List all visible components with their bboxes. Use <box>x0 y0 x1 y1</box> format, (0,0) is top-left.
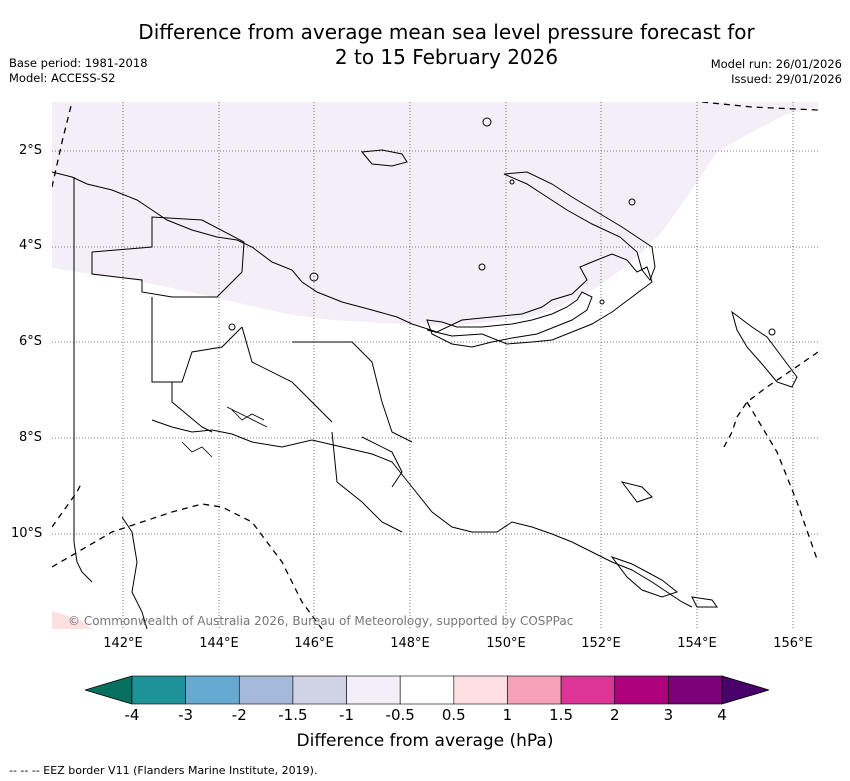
colorbar-swatch <box>292 675 347 705</box>
eez-legend-note: -- -- -- EEZ border V11 (Flanders Marine… <box>9 764 318 777</box>
colorbar-tick-label: 4 <box>717 706 727 724</box>
base-period-text: Base period: 1981-2018 <box>9 56 148 70</box>
lon-label-152e: 152°E <box>581 636 621 651</box>
lat-label-8s: 8°S <box>19 430 43 445</box>
colorbar-swatch <box>185 675 240 705</box>
model-text: Model: ACCESS-S2 <box>9 71 116 85</box>
map-svg <box>52 102 818 629</box>
meta-left: Base period: 1981-2018 Model: ACCESS-S2 <box>9 56 148 86</box>
title-line-1: Difference from average mean sea level p… <box>138 20 755 44</box>
colorbar-tick-label: -1.5 <box>278 706 308 724</box>
colorbar-tick-label: 3 <box>663 706 674 724</box>
lon-label-156e: 156°E <box>773 636 813 651</box>
colorbar-title: Difference from average (hPa) <box>296 731 554 751</box>
colorbar-swatch <box>131 675 186 705</box>
colorbar-swatch <box>560 675 616 705</box>
title-line-2: 2 to 15 February 2026 <box>334 45 559 69</box>
coastlines <box>52 117 798 629</box>
lon-label-148e: 148°E <box>390 636 430 651</box>
chart-title: Difference from average mean sea level p… <box>0 20 850 70</box>
colorbar-extend-min <box>85 675 133 705</box>
lat-label-10s: 10°S <box>11 526 43 541</box>
colorbar-tick-label: 1 <box>502 706 513 724</box>
model-run-text: Model run: 26/01/2026 <box>710 57 842 71</box>
colorbar-swatch <box>507 675 562 705</box>
lon-label-146e: 146°E <box>294 636 334 651</box>
meta-right: Model run: 26/01/2026 Issued: 29/01/2026 <box>711 57 842 87</box>
map-panel <box>52 102 818 629</box>
issued-text: Issued: 29/01/2026 <box>731 72 842 86</box>
colorbar-tick-label: -4 <box>124 706 140 724</box>
colorbar-tick-label: -0.5 <box>385 706 415 724</box>
lon-label-142e: 142°E <box>103 636 143 651</box>
colorbar-tick-label: 1.5 <box>549 706 573 724</box>
lon-label-144e: 144°E <box>199 636 239 651</box>
colorbar-swatch <box>399 675 455 705</box>
lat-label-2s: 2°S <box>19 143 43 158</box>
anomaly-region-minus-0-5 <box>52 102 818 325</box>
copyright-text: © Commonwealth of Australia 2026, Bureau… <box>68 614 574 628</box>
colorbar-swatch <box>346 675 401 705</box>
colorbar-tick-label: 0.5 <box>441 706 466 724</box>
colorbar-tick-label: -2 <box>231 706 247 724</box>
colorbar-tick-label: 2 <box>609 706 620 724</box>
colorbar-tick-label: -3 <box>178 706 194 724</box>
colorbar-swatch <box>614 675 669 705</box>
colorbar-tick-label: -1 <box>339 706 355 724</box>
lon-label-150e: 150°E <box>486 636 526 651</box>
lat-label-4s: 4°S <box>19 238 43 253</box>
eez-borders <box>52 102 818 629</box>
colorbar-swatch <box>668 675 723 705</box>
colorbar <box>85 675 769 705</box>
colorbar-swatch <box>238 675 294 705</box>
lat-label-6s: 6°S <box>19 334 43 349</box>
colorbar-swatch <box>453 675 508 705</box>
colorbar-extend-max <box>721 675 769 705</box>
lon-label-154e: 154°E <box>677 636 717 651</box>
anomaly-region-plus-0-5 <box>52 611 92 629</box>
rivers-and-delta <box>181 406 268 458</box>
graticule <box>52 102 818 629</box>
